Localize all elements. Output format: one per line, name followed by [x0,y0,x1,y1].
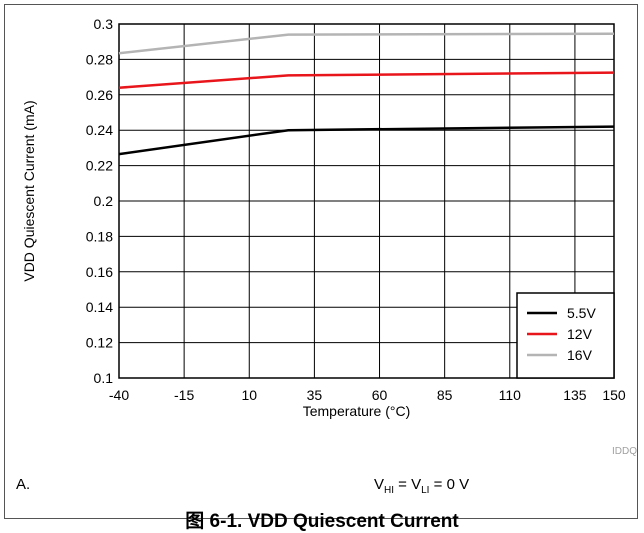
x-tick-labels: -40 -15 10 35 60 85 110 135 150 [109,387,626,403]
note-eq2: = 0 V [429,476,470,493]
legend-label: 12V [567,326,593,342]
figure-frame [4,4,638,519]
y-tick-label: 0.14 [86,299,113,315]
x-tick-label: 135 [563,387,587,403]
y-tick-label: 0.12 [86,335,113,351]
x-tick-label: -15 [174,387,194,403]
note-eq1: = V [394,476,422,493]
y-tick-label: 0.2 [94,193,114,209]
y-tick-label: 0.28 [86,51,113,67]
x-tick-label: 85 [437,387,453,403]
y-tick-label: 0.18 [86,228,113,244]
y-tick-label: 0.1 [94,370,114,386]
series-line-16V [118,32,615,55]
note-label: A. [16,476,31,493]
y-tick-label: 0.26 [86,87,113,103]
line-chart: -40 -15 10 35 60 85 110 135 150 0.10.120.140.160… [21,16,626,419]
x-tick-label: 35 [307,387,323,403]
x-tick-label: -40 [109,387,129,403]
series-line-12V [118,71,615,89]
y-tick-label: 0.3 [94,16,114,32]
y-tick-labels: 0.1 0.12 0.14 0.16 0.18 0.2 0.22 0.24 0.26 0.28 0.… [86,16,113,386]
x-tick-label: 60 [372,387,388,403]
note-equation: VHI = VLI = 0 V [374,476,469,496]
plot-area [118,23,615,379]
y-tick-label: 0.24 [86,122,113,138]
legend: 5.5V 12V 16V [516,292,615,379]
x-tick-label: 110 [499,387,522,403]
figure-caption: 图 6-1. VDD Quiescent Current [185,511,459,532]
x-tick-label: 150 [602,387,626,403]
series-lines [118,32,615,156]
note-v1-sub: HI [384,485,395,496]
y-tick-label: 0.22 [86,158,113,174]
y-axis-title: VDD Quiescent Current (mA) [21,100,37,281]
y-tick-label: 0.16 [86,264,113,280]
x-tick-label: 10 [241,387,257,403]
series-line-5.5V [118,125,615,156]
x-axis-title: Temperature (°C) [303,403,411,419]
legend-label: 16V [567,347,593,363]
note-v2-sub: LI [421,485,430,496]
legend-box [516,292,615,379]
note-v1: V [374,476,385,493]
figure-id-watermark: IDDQ [612,446,637,457]
legend-label: 5.5V [567,305,596,321]
